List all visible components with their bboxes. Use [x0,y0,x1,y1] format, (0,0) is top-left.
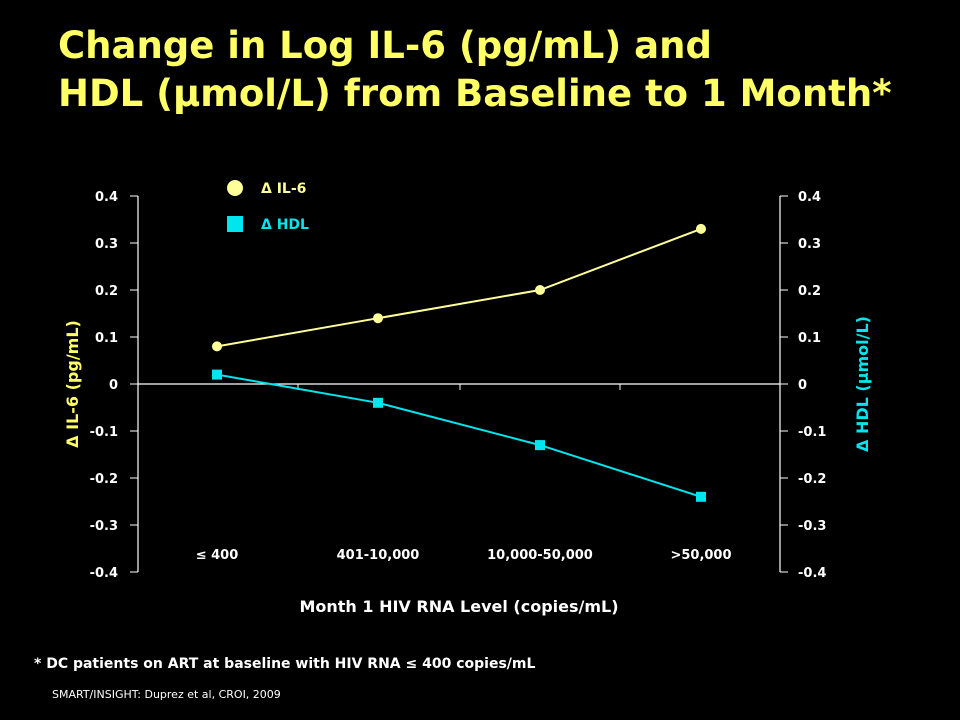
point-il6-3 [696,223,706,234]
left-y-tick-label-6: -0.2 [90,472,118,487]
chart-title: Change in Log IL-6 (pg/mL) and HDL (µmol… [58,22,938,118]
right-y-tick-label-0: 0.4 [798,190,821,205]
chart-marks [212,223,706,502]
left-y-tick-label-5: -0.1 [90,425,118,440]
left-y-tick-label-7: -0.3 [90,519,118,534]
series-line-il6 [216,227,702,348]
left-y-axis-label: Δ IL-6 (pg/mL) [63,320,82,448]
right-y-axis-label: Δ HDL (µmol/L) [853,316,872,452]
right-y-tick-label-4: 0 [798,378,807,393]
left-y-tick-label-4: 0 [109,378,118,393]
left-y-tick-label-2: 0.2 [95,284,118,299]
right-y-tick-label-6: -0.2 [798,472,826,487]
point-hdl-0 [212,369,222,380]
legend-marker-il6 [227,180,243,196]
legend-marker-hdl [227,216,243,232]
right-y-tick-label-8: -0.4 [798,566,826,581]
point-il6-1 [373,313,383,324]
series-line-hdl [216,373,702,498]
point-hdl-3 [696,491,706,502]
chart-lines [216,227,702,498]
point-hdl-1 [373,397,383,408]
footnote: * DC patients on ART at baseline with HI… [34,656,536,672]
legend-label-il6: Δ IL-6 [261,181,306,197]
right-y-tick-label-5: -0.1 [798,425,826,440]
left-y-tick-label-1: 0.3 [95,237,118,252]
right-y-tick-label-3: 0.1 [798,331,821,346]
point-il6-0 [212,341,222,352]
chart-axes: 0.4 0.4 0.3 0.3 0.2 0.2 0.1 0.1 0 0 -0.1 -0.1 -0.2 -0… [63,190,872,616]
x-axis-label: Month 1 HIV RNA Level (copies/mL) [299,597,618,616]
x-tick-label-1: 401-10,000 [337,548,420,563]
x-tick-label-3: >50,000 [670,548,731,563]
source-citation: SMART/INSIGHT: Duprez et al, CROI, 2009 [52,688,281,701]
point-hdl-2 [535,440,545,451]
left-y-tick-label-8: -0.4 [90,566,118,581]
right-y-tick-label-1: 0.3 [798,237,821,252]
right-y-tick-label-7: -0.3 [798,519,826,534]
right-y-tick-label-2: 0.2 [798,284,821,299]
legend-label-hdl: Δ HDL [261,217,309,233]
title-line-1: Change in Log IL-6 (pg/mL) and [58,24,712,67]
chart-legend: Δ IL-6 Δ HDL [227,180,309,233]
left-y-tick-label-3: 0.1 [95,331,118,346]
x-tick-label-2: 10,000-50,000 [487,548,593,563]
point-il6-2 [535,285,545,295]
left-y-tick-label-0: 0.4 [95,190,118,205]
x-tick-label-0: ≤ 400 [196,548,239,563]
title-line-2: HDL (µmol/L) from Baseline to 1 Month* [58,72,892,115]
